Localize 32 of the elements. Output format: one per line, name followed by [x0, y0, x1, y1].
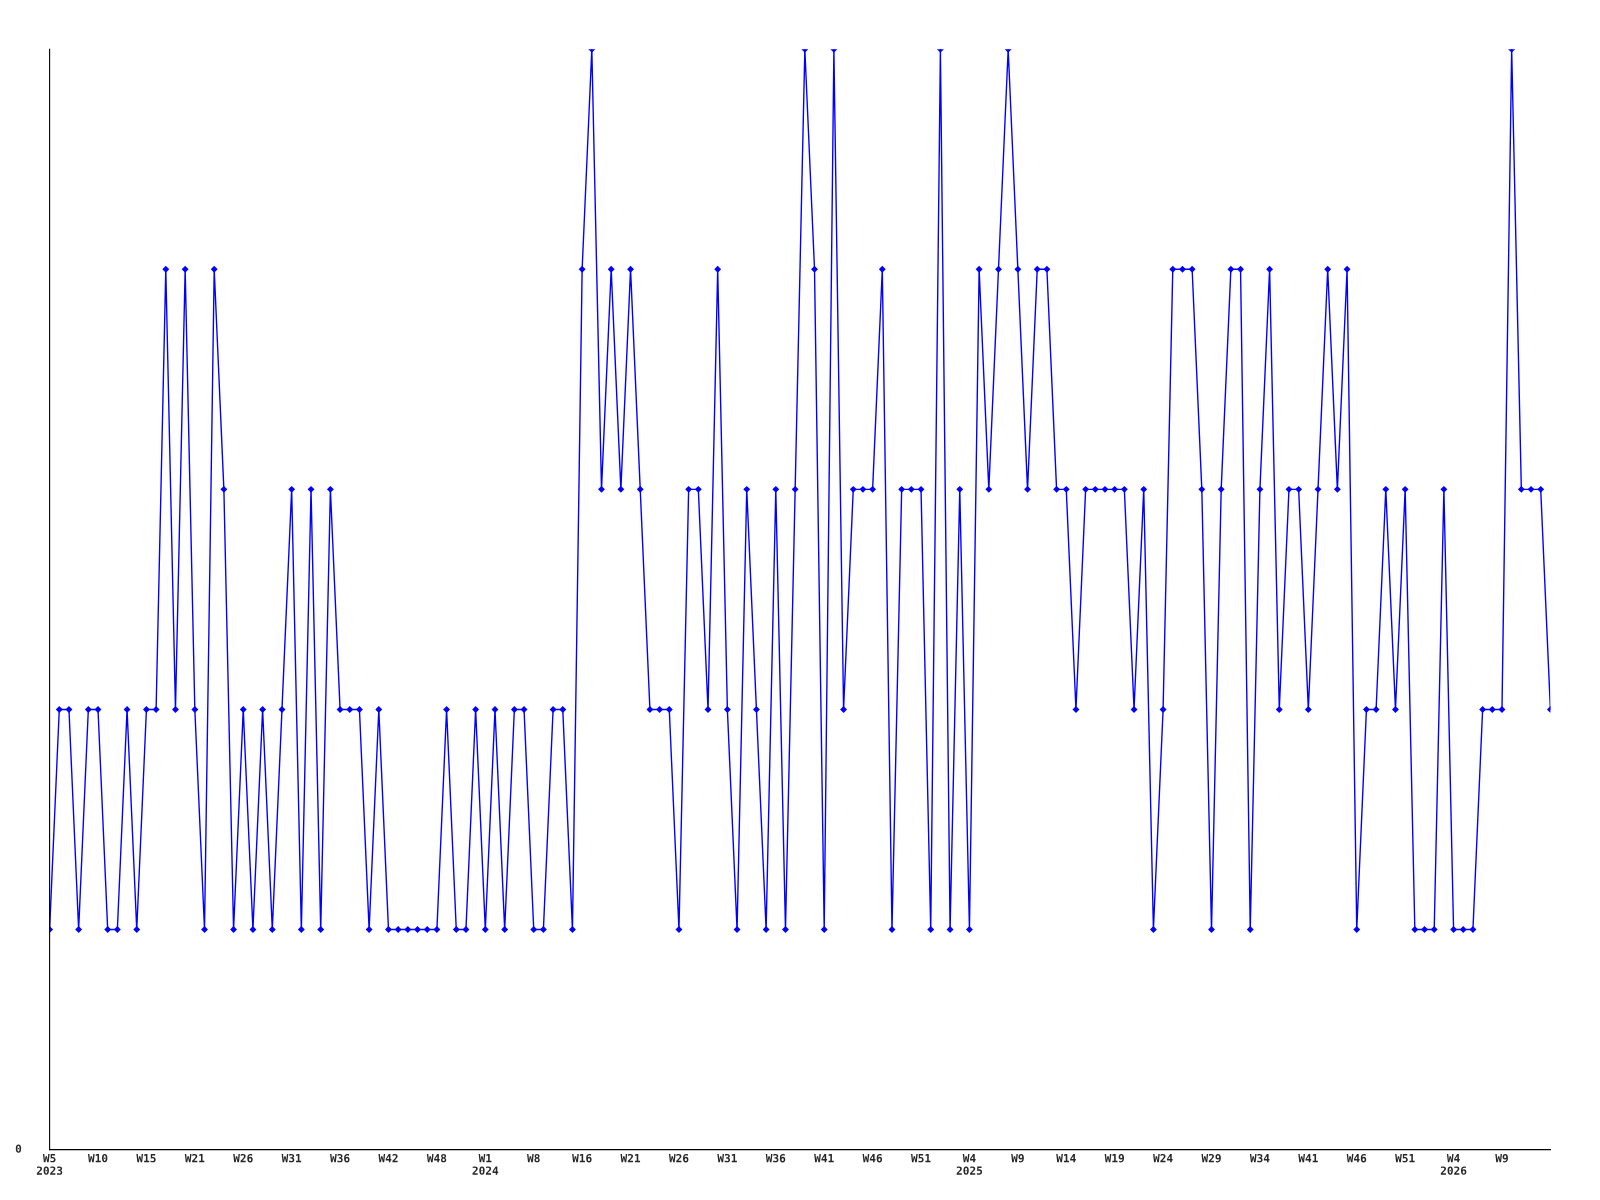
x-tick-label: W48	[426, 1153, 447, 1163]
x-tick-label: W8	[527, 1153, 540, 1163]
x-tick-label: W10	[87, 1153, 108, 1163]
x-tick-label: W41	[814, 1154, 834, 1163]
x-tick-label: W51	[911, 1154, 931, 1163]
x-tick-label: W21	[184, 1153, 205, 1163]
x-tick-label: W24	[1153, 1153, 1173, 1163]
x-tick-label: W46	[862, 1153, 883, 1163]
x-tick-label: W36	[330, 1153, 350, 1163]
x-tick-label: W46	[1346, 1153, 1367, 1163]
x-tick-label: W4 2026	[1440, 1154, 1467, 1175]
x-tick-label: W34	[1249, 1153, 1270, 1163]
text: 0	[15, 1144, 22, 1153]
x-tick-label: W29	[1201, 1153, 1221, 1163]
x-tick-label: W36	[765, 1153, 786, 1163]
x-tick-label: W26	[668, 1153, 689, 1163]
x-tick-label: W21	[620, 1153, 641, 1163]
x-tick-label: W16	[572, 1153, 592, 1163]
x-tick-label: W4 2025	[956, 1154, 983, 1175]
x-tick-label: W31	[281, 1153, 302, 1163]
x-tick-label: W5 2023	[36, 1154, 63, 1175]
x-tick-label: W14	[1056, 1154, 1076, 1163]
x-tick-label: W51	[1395, 1154, 1415, 1163]
x-tick-label: W9	[1495, 1154, 1508, 1163]
x-tick-label: W42	[378, 1153, 398, 1163]
x-tick-label: W9	[1011, 1154, 1024, 1163]
x-tick-label: W1 2024	[472, 1154, 499, 1175]
x-tick-label: W41	[1298, 1154, 1318, 1163]
x-tick-label: W26	[233, 1153, 253, 1163]
x-tick-label: W15	[136, 1154, 156, 1163]
x-tick-label: W19	[1104, 1154, 1125, 1163]
x-tick-label: W31	[717, 1153, 737, 1163]
